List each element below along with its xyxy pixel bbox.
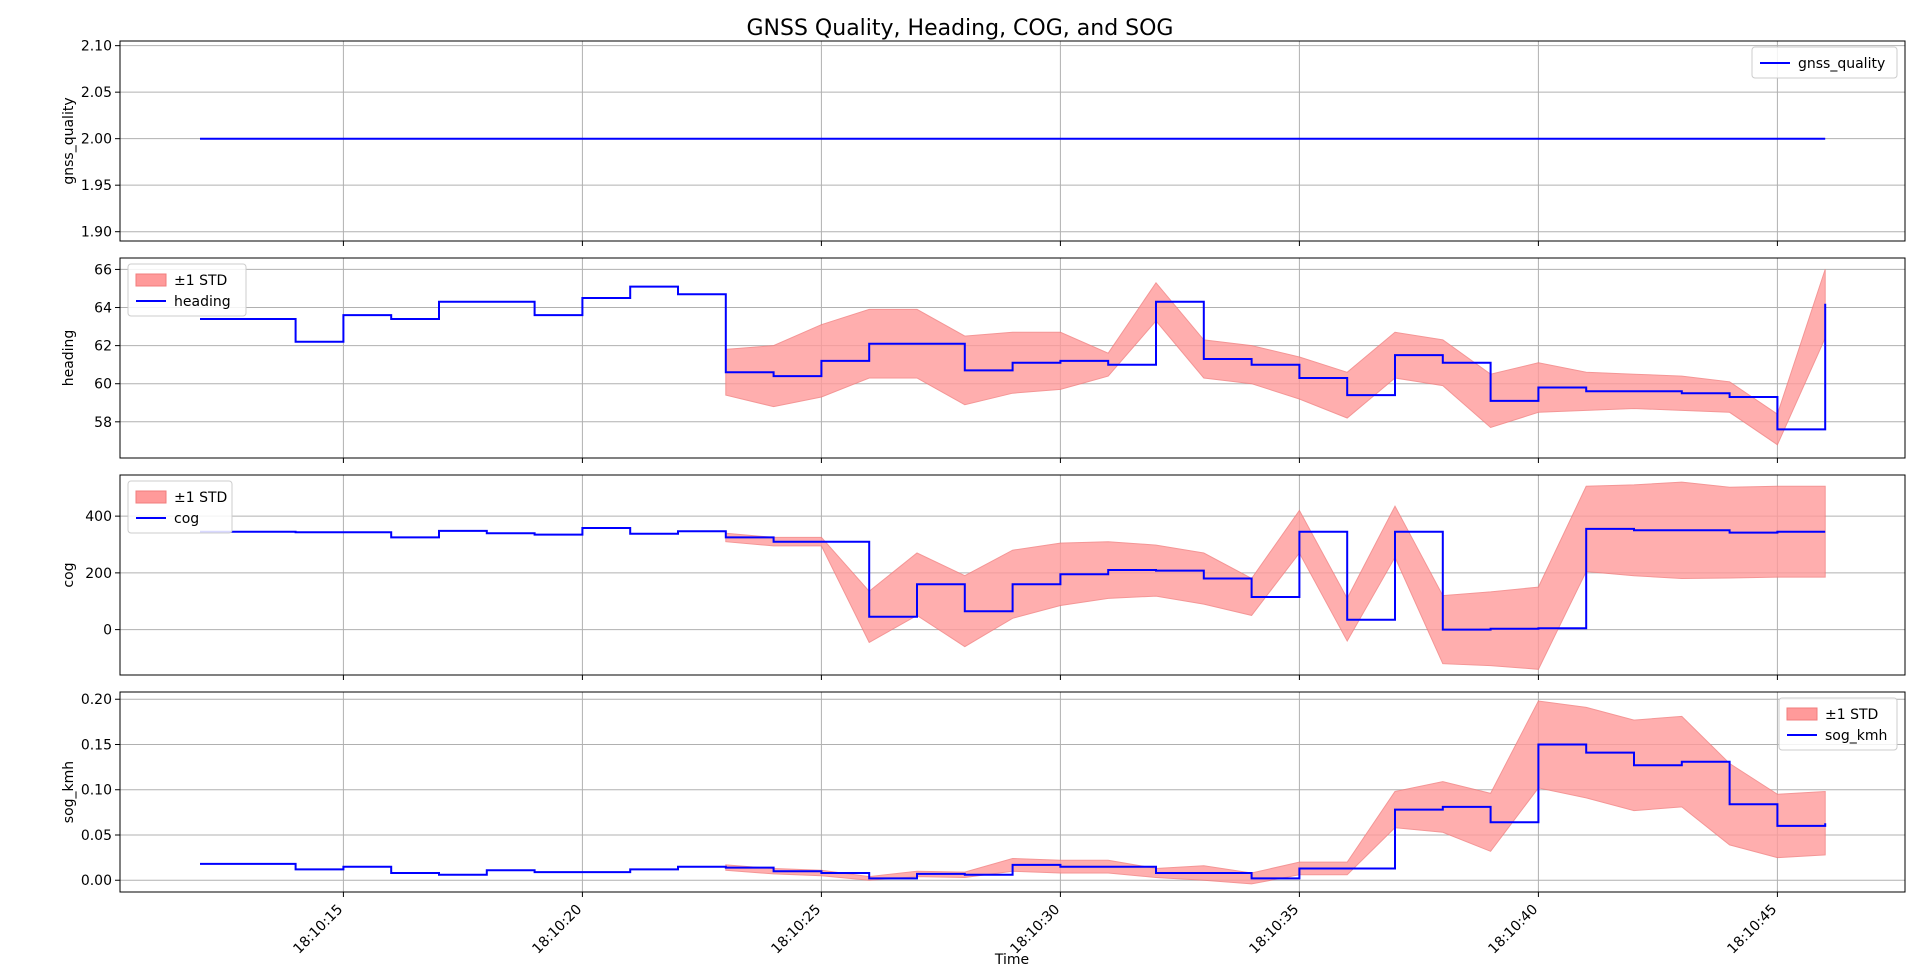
legend-swatch-band bbox=[1786, 707, 1818, 721]
panel-gnss_quality: 1.90 1.95 2.00 2.05 2.10 gnss_quality gnss_qua… bbox=[61, 39, 1906, 246]
figure-title: GNSS Quality, Heading, COG, and SOG bbox=[747, 16, 1174, 41]
legend-label: ±1 STD bbox=[1825, 707, 1878, 723]
x-tick-label: 18:10:20 bbox=[529, 902, 585, 958]
series-line-cog bbox=[200, 527, 1826, 631]
x-tick-label: 18:10:25 bbox=[768, 902, 824, 958]
legend-label: ±1 STD bbox=[174, 273, 227, 289]
axes-frame bbox=[119, 691, 1906, 893]
y-tick-label: 60 bbox=[94, 377, 112, 393]
std-band bbox=[725, 700, 1826, 885]
x-tick-label: 18:10:35 bbox=[1246, 902, 1302, 958]
y-tick-label: 62 bbox=[94, 339, 112, 355]
x-tick-label: 18:10:45 bbox=[1724, 902, 1780, 958]
y-tick-label: 2.10 bbox=[81, 39, 112, 55]
y-tick-label: 0.00 bbox=[81, 873, 112, 889]
y-tick-label: 66 bbox=[94, 262, 112, 278]
y-axis-label: heading bbox=[61, 330, 77, 387]
y-axis-label: sog_kmh bbox=[61, 761, 77, 823]
std-band bbox=[725, 481, 1826, 670]
y-tick-label: 2.05 bbox=[81, 85, 112, 101]
y-axis-label: cog bbox=[61, 562, 77, 587]
legend-swatch-band bbox=[135, 490, 167, 504]
legend: ±1 STD cog bbox=[127, 480, 233, 534]
legend: ±1 STD heading bbox=[127, 263, 247, 317]
panel-cog: 0 200 400 cog ±1 STD cog bbox=[61, 474, 1906, 680]
y-tick-label: 0.10 bbox=[81, 783, 112, 799]
legend: gnss_quality bbox=[1751, 46, 1898, 79]
y-tick-label: 1.95 bbox=[81, 178, 112, 194]
y-tick-label: 64 bbox=[94, 301, 112, 317]
y-tick-label: 58 bbox=[94, 415, 112, 431]
legend-box bbox=[1751, 46, 1898, 79]
legend-label: sog_kmh bbox=[1825, 728, 1887, 744]
axes-frame bbox=[119, 40, 1906, 242]
panels: 1.90 1.95 2.00 2.05 2.10 gnss_quality gnss_qua… bbox=[61, 39, 1906, 958]
y-tick-label: 200 bbox=[85, 566, 112, 582]
x-axis-label: Time bbox=[994, 952, 1029, 967]
series-line-sog_kmh bbox=[200, 743, 1827, 880]
legend-swatch-band bbox=[135, 273, 167, 287]
legend-label: gnss_quality bbox=[1798, 56, 1885, 72]
y-tick-label: 0.20 bbox=[81, 692, 112, 708]
x-tick-label: 18:10:30 bbox=[1007, 902, 1063, 958]
y-tick-label: 0.05 bbox=[81, 828, 112, 844]
panel-heading: 58 60 62 64 66 heading ±1 STD heading bbox=[61, 257, 1906, 463]
legend-label: ±1 STD bbox=[174, 490, 227, 506]
y-tick-label: 0.15 bbox=[81, 737, 112, 753]
y-tick-label: 0 bbox=[103, 623, 112, 639]
axes-frame bbox=[119, 257, 1906, 459]
y-axis-label: gnss_quality bbox=[61, 97, 77, 184]
legend-label: cog bbox=[174, 511, 199, 527]
series-line-heading bbox=[200, 285, 1827, 431]
x-tick-label: 18:10:15 bbox=[290, 902, 346, 958]
y-tick-label: 1.90 bbox=[81, 225, 112, 241]
panel-sog_kmh: 0.00 0.05 0.10 0.15 0.20 18:10:15 18:10:20 18:1… bbox=[61, 691, 1906, 958]
y-tick-label: 2.00 bbox=[81, 132, 112, 148]
axes-frame bbox=[119, 474, 1906, 676]
legend: ±1 STD sog_kmh bbox=[1778, 697, 1898, 751]
legend-label: heading bbox=[174, 294, 231, 310]
y-tick-label: 400 bbox=[85, 509, 112, 525]
x-tick-label: 18:10:40 bbox=[1485, 902, 1541, 958]
std-band bbox=[725, 269, 1826, 446]
